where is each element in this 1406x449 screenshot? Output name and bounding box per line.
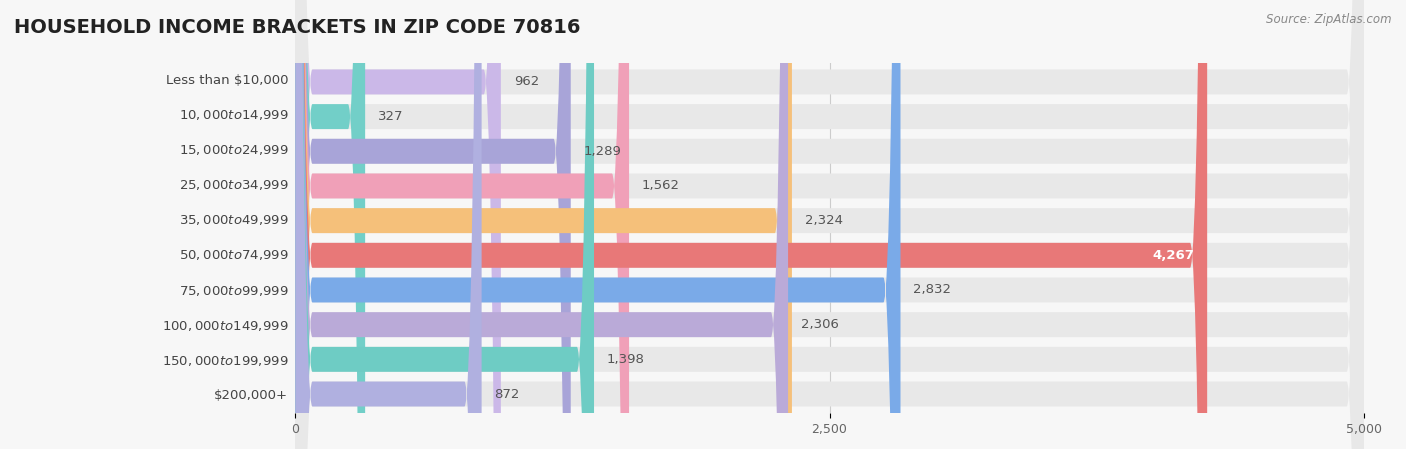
Text: Source: ZipAtlas.com: Source: ZipAtlas.com	[1267, 13, 1392, 26]
Text: 2,832: 2,832	[914, 283, 952, 296]
Text: 1,562: 1,562	[643, 180, 681, 193]
FancyBboxPatch shape	[295, 0, 1364, 449]
FancyBboxPatch shape	[295, 0, 1364, 449]
Text: 2,324: 2,324	[804, 214, 842, 227]
Text: $10,000 to $14,999: $10,000 to $14,999	[179, 108, 288, 123]
Text: $25,000 to $34,999: $25,000 to $34,999	[179, 178, 288, 193]
FancyBboxPatch shape	[295, 0, 628, 449]
Text: Less than $10,000: Less than $10,000	[166, 74, 288, 87]
FancyBboxPatch shape	[295, 0, 571, 449]
Text: 4,267: 4,267	[1153, 249, 1194, 262]
FancyBboxPatch shape	[295, 0, 1364, 449]
FancyBboxPatch shape	[295, 0, 1208, 449]
FancyBboxPatch shape	[295, 0, 1364, 449]
FancyBboxPatch shape	[295, 0, 1364, 449]
FancyBboxPatch shape	[295, 0, 1364, 449]
Text: 327: 327	[378, 110, 404, 123]
FancyBboxPatch shape	[295, 0, 1364, 449]
Text: $200,000+: $200,000+	[214, 389, 288, 402]
FancyBboxPatch shape	[295, 0, 1364, 449]
FancyBboxPatch shape	[295, 0, 789, 449]
Text: HOUSEHOLD INCOME BRACKETS IN ZIP CODE 70816: HOUSEHOLD INCOME BRACKETS IN ZIP CODE 70…	[14, 18, 581, 37]
FancyBboxPatch shape	[295, 0, 501, 449]
FancyBboxPatch shape	[295, 0, 366, 449]
Text: 1,398: 1,398	[607, 353, 645, 366]
Text: $15,000 to $24,999: $15,000 to $24,999	[179, 143, 288, 158]
FancyBboxPatch shape	[295, 0, 1364, 449]
Text: $100,000 to $149,999: $100,000 to $149,999	[162, 318, 288, 333]
Text: $35,000 to $49,999: $35,000 to $49,999	[179, 213, 288, 228]
Text: $50,000 to $74,999: $50,000 to $74,999	[179, 248, 288, 263]
FancyBboxPatch shape	[295, 0, 1364, 449]
Text: 872: 872	[495, 387, 520, 401]
FancyBboxPatch shape	[295, 0, 792, 449]
FancyBboxPatch shape	[295, 0, 593, 449]
Text: 962: 962	[513, 75, 538, 88]
FancyBboxPatch shape	[295, 0, 900, 449]
Text: $75,000 to $99,999: $75,000 to $99,999	[179, 283, 288, 298]
FancyBboxPatch shape	[295, 0, 482, 449]
Text: $150,000 to $199,999: $150,000 to $199,999	[162, 353, 288, 368]
Text: 2,306: 2,306	[801, 318, 839, 331]
Text: 1,289: 1,289	[583, 145, 621, 158]
